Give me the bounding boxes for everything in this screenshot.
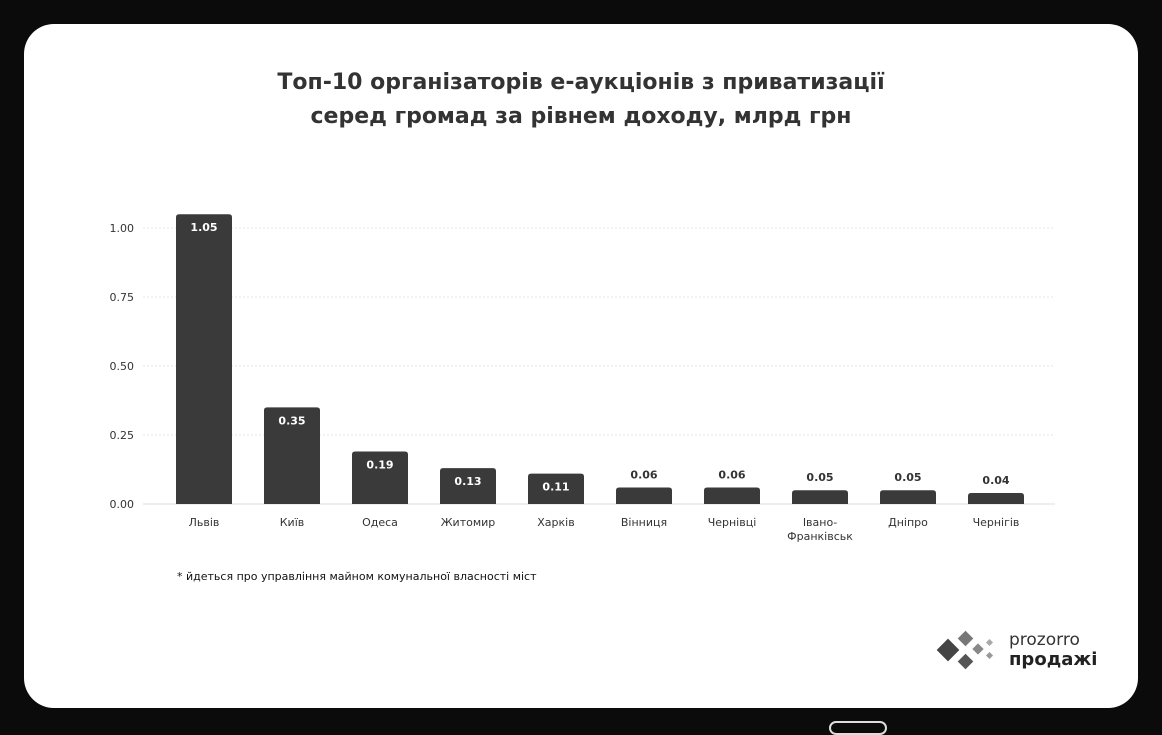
bar [704,487,760,504]
x-tick-label: Чернігів [973,516,1020,529]
x-tick-label: Франківськ [787,530,853,543]
bar [264,407,320,504]
data-label: 0.04 [982,474,1009,487]
data-label: 0.19 [366,459,393,472]
data-label: 0.05 [894,471,921,484]
data-label: 0.06 [630,468,657,481]
footnote: * йдеться про управління майном комуналь… [177,570,537,583]
bar [880,490,936,504]
data-label: 0.05 [806,471,833,484]
data-label: 0.13 [454,475,481,488]
y-tick-label: 0.25 [110,429,135,442]
bar [528,473,584,504]
data-label: 1.05 [190,221,217,234]
x-tick-label: Івано- [803,516,837,529]
bar [792,490,848,504]
prozorro-logo: prozorro продажі [936,628,1106,678]
x-tick-label: Дніпро [888,516,928,529]
title-line-1: Топ-10 організаторів е-аукціонів з прива… [277,70,885,95]
x-tick-label: Житомир [441,516,496,529]
bar [352,451,408,504]
y-tick-label: 1.00 [110,222,135,235]
x-tick-label: Харків [537,516,574,529]
y-tick-label: 0.50 [110,360,135,373]
x-tick-label: Львів [189,516,220,529]
logo-text-prodazhi: продажі [1009,649,1098,670]
x-tick-label: Одеса [362,516,398,529]
data-label: 0.11 [542,481,569,494]
logo-text-prozorro: prozorro [1009,630,1080,650]
data-label: 0.35 [278,414,305,427]
x-tick-label: Вінниця [621,516,667,529]
bar [176,214,232,504]
bar [616,487,672,504]
chart-title: Топ-10 організаторів е-аукціонів з прива… [0,66,1162,134]
logo-diamonds-icon [936,630,994,670]
data-label: 0.06 [718,468,745,481]
bar [440,468,496,504]
x-tick-label: Чернівці [708,516,757,529]
x-tick-label: Київ [280,516,305,529]
bar [968,492,1024,504]
y-tick-label: 0.75 [110,291,135,304]
title-line-2: серед громад за рівнем доходу, млрд грн [310,104,852,129]
y-tick-label: 0.00 [110,498,135,511]
